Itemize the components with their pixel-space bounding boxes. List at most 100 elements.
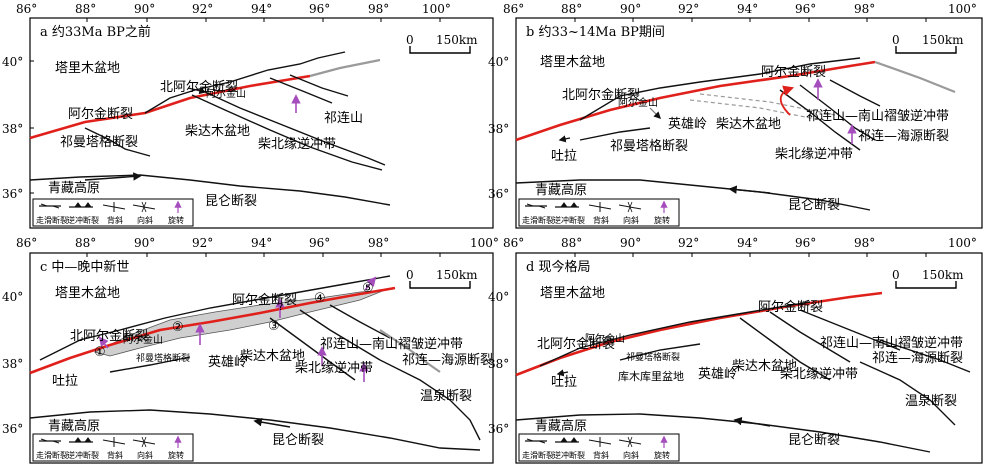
legend-strike-slip: 走滑断裂 (36, 215, 68, 225)
lon-tick-label: 86° (503, 2, 524, 16)
lon-tick-label: 88° (75, 2, 96, 16)
lon-tick-label: 98° (854, 236, 875, 250)
lon-tick-label: 92° (192, 236, 213, 250)
legend: 走滑断裂 逆冲断裂 背斜 向斜 旋转 (33, 434, 193, 461)
panel-title: c 中—晚中新世 (40, 259, 129, 275)
legend-thrust: 逆冲断裂 (67, 215, 99, 225)
qimantag-fault-line (84, 127, 151, 157)
strike-slip-arrow (556, 369, 569, 377)
label-haiyuan-fault: 祁连—海源断裂 (858, 128, 949, 144)
north-qaidam-thrust-line (779, 89, 861, 151)
dashed-trace (689, 99, 821, 121)
north-qaidam-thrust-line (191, 94, 383, 171)
label-tibetan-plateau: 青藏高原 (48, 180, 100, 196)
label-altyn-fault: 阿尔金断裂 (68, 106, 133, 122)
lon-tick-label: 92° (192, 2, 213, 16)
legend-syncline: 向斜 (623, 215, 639, 225)
label-kunlun-fault: 昆仑断裂 (272, 433, 324, 448)
label-tula: 吐拉 (551, 375, 577, 390)
label-tarim-basin: 塔里木盆地 (55, 286, 120, 301)
scale-zero: 0 (406, 268, 414, 282)
qilian-thrust-line (269, 77, 333, 104)
label-qilian-nanshan-belt: 祁连山—南山褶皱逆冲带 (806, 108, 949, 124)
panel-a: 86° 88° 90° 92° 94° 96° 98° 100° 40° 38°… (2, 2, 494, 229)
label-tibetan-plateau: 青藏高原 (48, 418, 100, 434)
lon-tick-label: 98° (368, 2, 389, 16)
label-yingxiong: 英雄岭 (668, 117, 707, 132)
wenquan-fault-line (859, 361, 956, 426)
numbered-markers: ① ② ③ ④ ⑤ ? (94, 281, 374, 360)
label-altyn-shan: 阿尔金山 (206, 87, 246, 100)
lat-tick-label: 38° (488, 357, 509, 371)
north-altyn-fault-line (39, 275, 391, 361)
lon-tick-label: 100° (948, 236, 977, 250)
legend: 走滑断裂 逆冲断裂 背斜 向斜 旋转 (33, 199, 193, 226)
marker-2: ② (172, 320, 184, 335)
qilian-thrust-line-2 (289, 74, 349, 97)
rotation-arrow-6 (364, 276, 377, 291)
lon-tick-label: 88° (561, 236, 582, 250)
lat-tick-label: 38° (2, 357, 23, 371)
lon-tick-label: 94° (737, 236, 758, 250)
scale-zero: 0 (892, 268, 900, 282)
lon-tick-label: 100° (422, 2, 451, 16)
uplift-shaded-area (93, 289, 386, 357)
panel-title: b 约33~14Ma BP期间 (526, 25, 665, 40)
marker-3: ③ (268, 319, 280, 334)
label-north-qaidam-thrust: 柴北缘逆冲带 (258, 136, 336, 152)
label-altyn-shan: 阿尔金山 (585, 332, 625, 345)
lat-tick-label: 36° (2, 187, 23, 201)
scale-bar (409, 46, 471, 54)
label-altyn-fault: 阿尔金断裂 (758, 299, 823, 315)
kunlun-fault-line (29, 409, 481, 451)
label-altyn-shan: 阿尔金山 (123, 333, 163, 346)
label-qilian-shan: 祁连山 (324, 110, 363, 126)
legend-anticline: 背斜 (593, 215, 609, 225)
altyn-fault-line (515, 60, 876, 142)
lon-tick-label: 100° (948, 2, 977, 16)
label-tula: 吐拉 (52, 374, 78, 389)
label-qaidam-basin: 柴达木盆地 (240, 349, 305, 364)
label-tibetan-plateau: 青藏高原 (535, 182, 587, 198)
strike-slip-arrow (649, 107, 662, 120)
label-qaidam-basin: 柴达木盆地 (185, 124, 250, 139)
kunlun-fault-line (515, 413, 931, 453)
label-tarim-basin: 塔里木盆地 (55, 61, 120, 76)
label-altyn-fault: 阿尔金断裂 (232, 292, 297, 308)
legend-strike-slip: 走滑断裂 (36, 450, 68, 460)
label-north-altyn-fault: 北阿尔金断裂 (537, 336, 615, 352)
kunlun-slip-arrow (84, 172, 142, 181)
label-north-qaidam-thrust: 柴北缘逆冲带 (780, 366, 858, 382)
panel-title: d 现今格局 (526, 259, 590, 275)
scale-distance: 150km (922, 268, 964, 282)
label-qimantag-fault: 祁曼塔格断裂 (626, 351, 680, 363)
altyn-fault-line (515, 291, 883, 377)
north-altyn-fault-line (539, 301, 811, 367)
panel-c: 86° 88° 90° 92° 94° 96° 98° 100° 40° 38°… (2, 236, 499, 464)
rotation-arrow (98, 336, 109, 349)
wenquan-fault-line (379, 359, 481, 441)
qimantag-fault-line (579, 127, 651, 141)
altyn-fault-line (29, 286, 396, 375)
label-tarim-basin: 塔里木盆地 (540, 55, 605, 70)
kunlun-fault-line (29, 174, 391, 206)
haiyuan-fault-line (879, 339, 971, 373)
label-kunlun-fault: 昆仑断裂 (205, 194, 257, 209)
lat-tick-label: 36° (488, 187, 509, 201)
lon-tick-label: 96° (309, 2, 330, 16)
qilian-thrust-line (329, 304, 391, 339)
label-qimantag-fault: 祁曼塔格断裂 (60, 134, 138, 150)
legend-syncline: 向斜 (137, 215, 153, 225)
north-qaidam-thrust-line-2 (299, 309, 381, 361)
label-north-altyn-fault: 北阿尔金断裂 (70, 328, 148, 344)
kunlun-slip-arrow (728, 185, 771, 194)
lon-tick-label: 88° (75, 236, 96, 250)
north-qaidam-thrust-line-2 (799, 84, 876, 141)
legend: 走滑断裂 逆冲断裂 背斜 向斜 旋转 (519, 199, 679, 226)
north-qaidam-thrust-line-2 (204, 91, 386, 166)
lon-tick-label: 94° (251, 236, 272, 250)
label-wenquan-fault: 温泉断裂 (420, 388, 472, 404)
lon-tick-label: 96° (795, 236, 816, 250)
lon-tick-label: 90° (134, 2, 155, 16)
